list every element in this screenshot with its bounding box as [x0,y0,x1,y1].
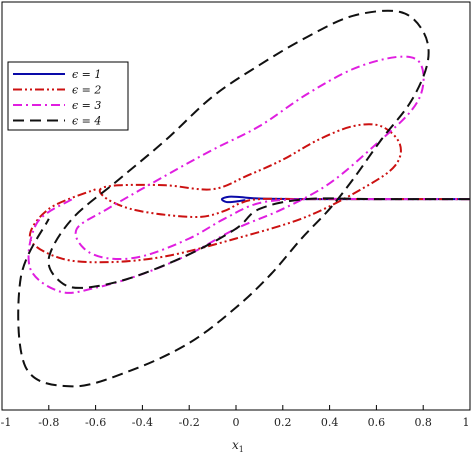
legend-label-3: ϵ = 3 [72,99,101,112]
x-tick-label: 1 [463,416,470,429]
x-axis-label-main: x [232,438,239,452]
x-tick-label: -0.2 [179,416,200,429]
x-tick-label: 0.4 [321,416,339,429]
series-line-4 [17,9,471,388]
legend-label-1: ϵ = 1 [72,68,101,81]
series-layer [17,9,471,388]
legend: ϵ = 1 ϵ = 2 ϵ = 3 ϵ = 4 [7,61,129,131]
x-tick-label: 0.6 [368,416,386,429]
x-tick-label: -1 [1,416,12,429]
x-axis-label-subscript: 1 [239,445,244,454]
x-tick-label: -0.4 [132,416,153,429]
series-line-2 [28,123,471,264]
x-axis-label: x1 [232,438,244,454]
x-tick-label: 0.8 [414,416,432,429]
x-tick-layer: -1 -0.8 -0.6 -0.4 -0.2 0 0.2 0.4 0.6 0.8 1 [1,405,471,429]
x-tick-label: 0.2 [274,416,292,429]
x-tick-label: -0.8 [38,416,59,429]
x-tick-label: 0 [233,416,240,429]
legend-label-2: ϵ = 2 [72,84,101,97]
legend-label-4: ϵ = 4 [72,115,101,128]
x-tick-label: -0.6 [85,416,106,429]
legend-box [7,61,129,131]
